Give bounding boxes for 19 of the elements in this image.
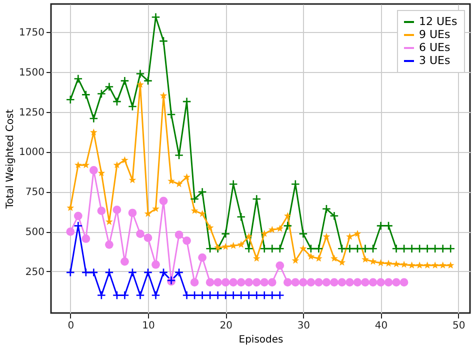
x-tick-label: 40 — [374, 320, 388, 332]
y-tick-label: 500 — [25, 227, 44, 238]
legend-label: 12 UEs — [419, 15, 458, 28]
legend-label: 9 UEs — [419, 28, 450, 41]
legend-label: 6 UEs — [419, 41, 450, 54]
y-tick-label: 750 — [25, 187, 44, 198]
x-tick-label: 50 — [452, 320, 466, 332]
y-tick-label: 1000 — [19, 147, 44, 158]
x-tick-label: 30 — [297, 320, 310, 332]
y-tick-label: 250 — [25, 266, 44, 278]
x-tick-label: 0 — [68, 320, 74, 332]
x-tick-label: 20 — [220, 320, 232, 332]
y-tick-label: 1750 — [19, 27, 44, 38]
x-tick-label: 10 — [142, 320, 155, 332]
legend-label: 3 UEs — [419, 54, 450, 67]
y-tick-label: 1500 — [19, 67, 44, 78]
x-axis-title: Episodes — [238, 334, 284, 346]
y-tick-label: 1250 — [19, 107, 44, 118]
y-axis-title: Total Weighted Cost — [5, 109, 16, 210]
